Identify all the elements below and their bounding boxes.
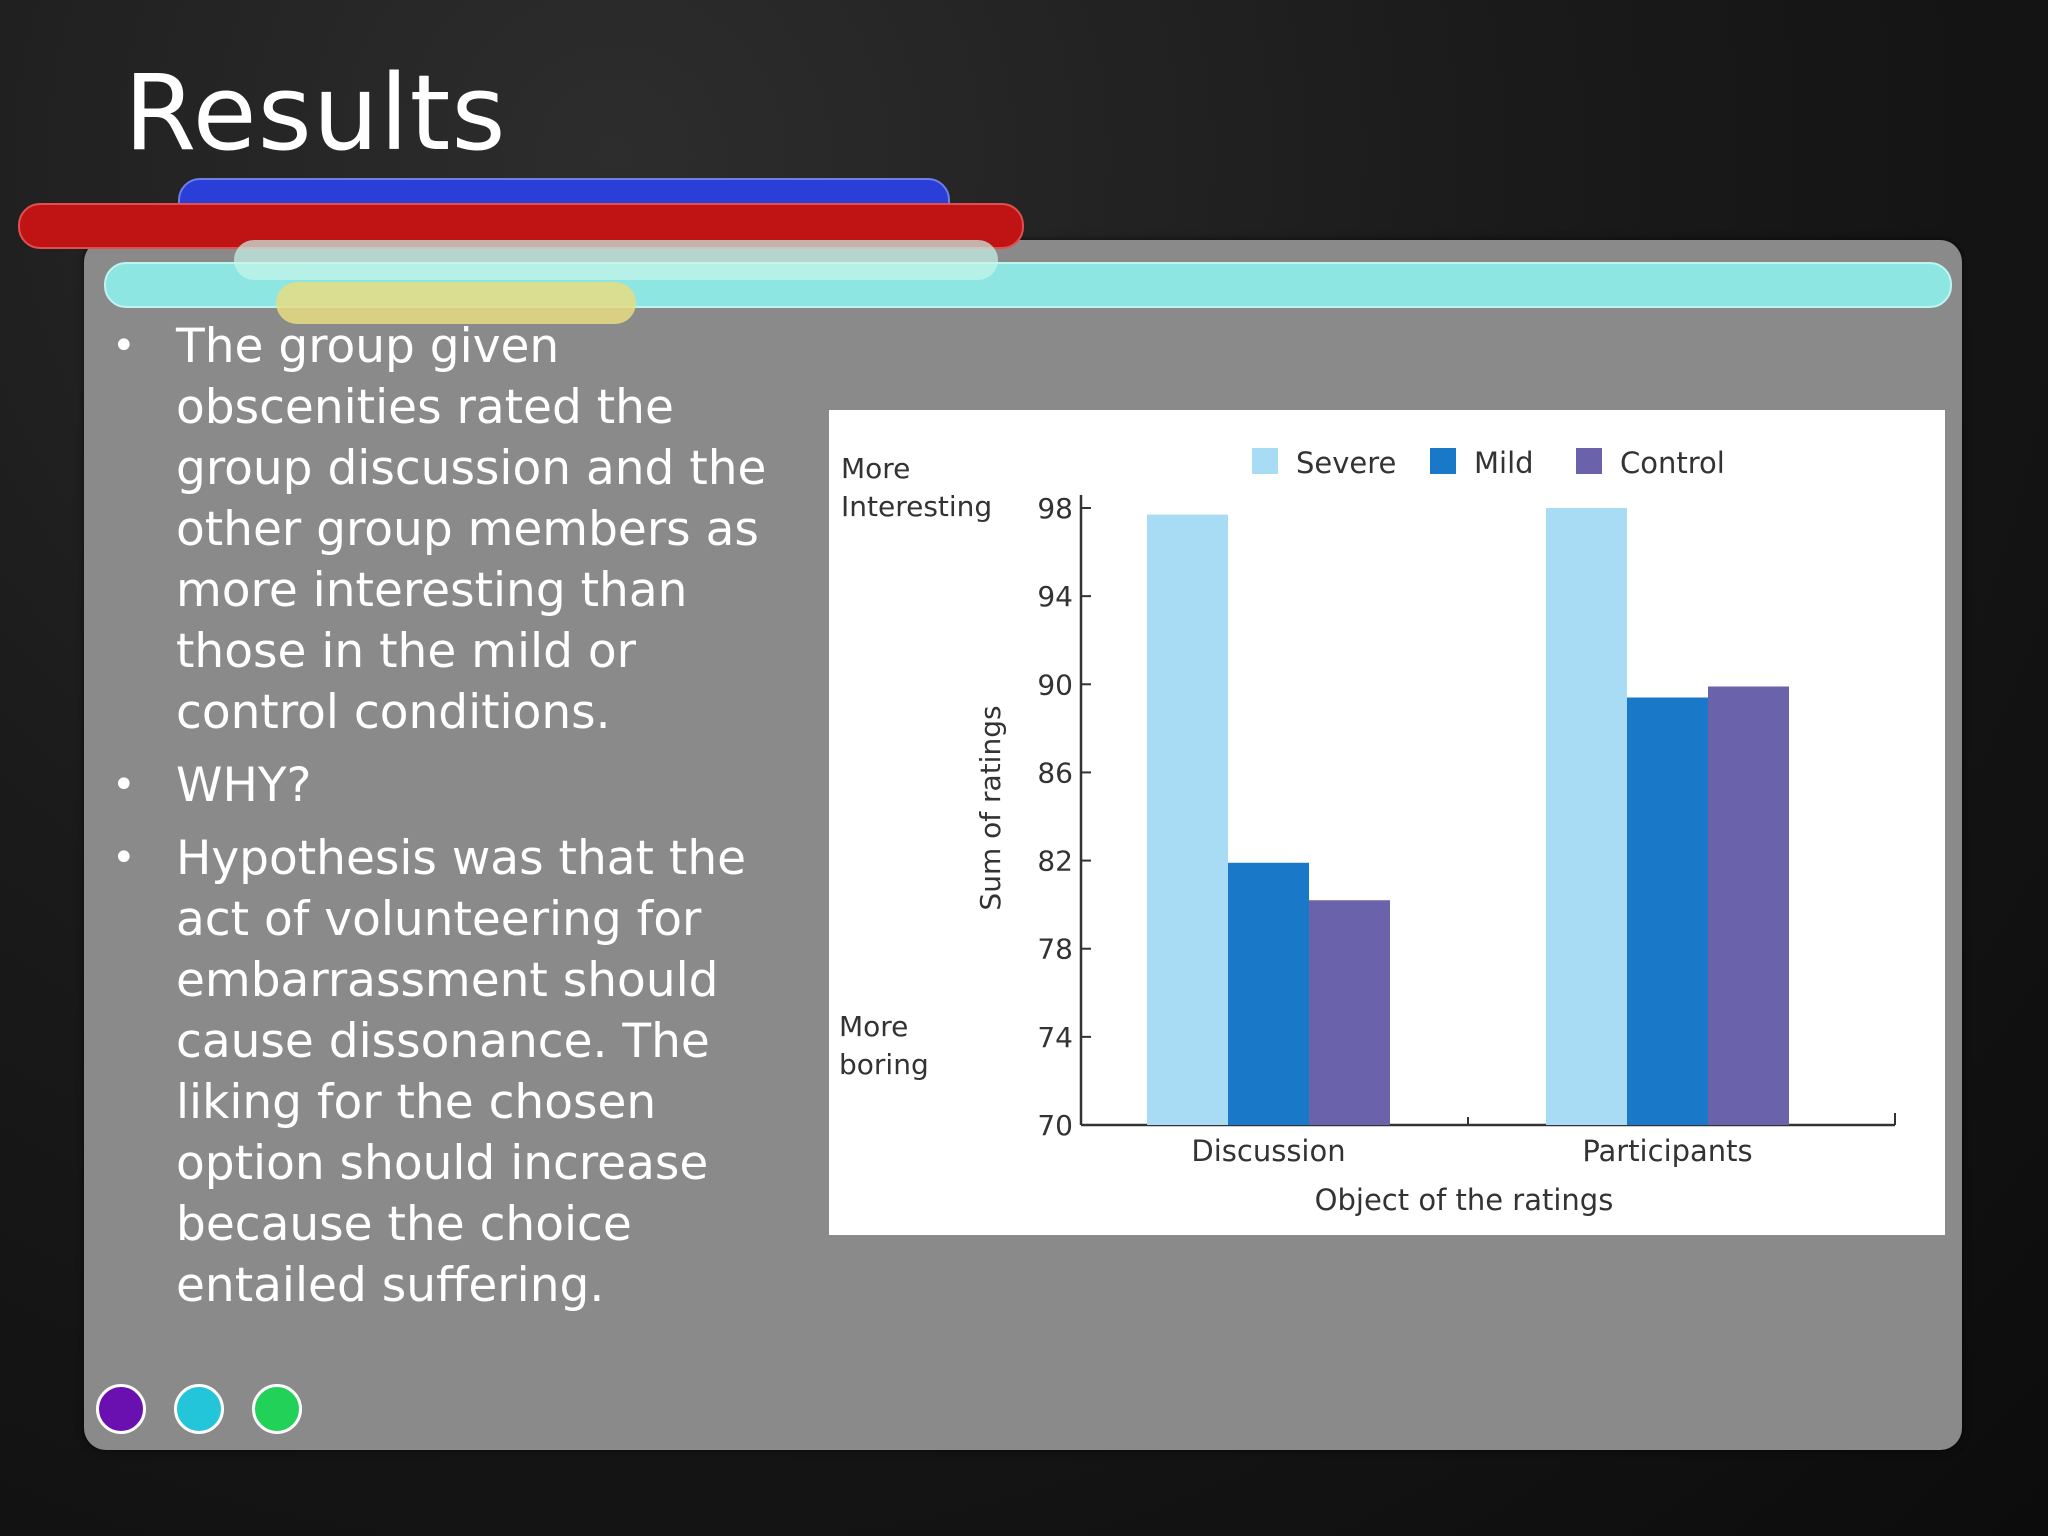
x-tick-label: Discussion <box>1191 1134 1345 1168</box>
bullet-icon: • <box>112 323 136 369</box>
purple-dot-icon <box>96 1384 146 1434</box>
y-tick-label: 94 <box>1037 580 1073 613</box>
y-tick-label: 78 <box>1037 933 1073 966</box>
bullet-item: • The group given obscenities rated the … <box>100 316 800 743</box>
legend-swatch-control <box>1576 448 1602 474</box>
bar-mild-discussion <box>1228 862 1309 1125</box>
bullet-text: WHY? <box>176 758 312 813</box>
bullet-icon: • <box>112 835 136 881</box>
y-tick-label: 98 <box>1037 492 1073 525</box>
slide-title: Results <box>124 52 507 174</box>
legend-swatch-severe <box>1252 448 1278 474</box>
cyan-dot-icon <box>174 1384 224 1434</box>
legend-label: Mild <box>1474 446 1534 480</box>
y-tick-label: 82 <box>1037 845 1073 878</box>
y-tick-label: 90 <box>1037 668 1073 701</box>
chart-container: 70 74 78 82 86 90 94 98 Sum of ratings More Intere… <box>829 410 1945 1235</box>
bar-chart: 70 74 78 82 86 90 94 98 Sum of ratings More Intere… <box>839 446 1896 1217</box>
bar-control-participants <box>1708 686 1789 1125</box>
accent-bar-light <box>234 240 998 280</box>
bar-severe-participants <box>1546 508 1627 1125</box>
annotation-more-interesting: Interesting <box>841 490 992 523</box>
bar-mild-participants <box>1627 697 1708 1125</box>
annotation-more-boring: More <box>839 1010 908 1043</box>
bullet-text: Hypothesis was that the act of volunteer… <box>176 831 747 1313</box>
bar-severe-discussion <box>1147 514 1228 1125</box>
annotation-more-boring: boring <box>839 1048 929 1081</box>
bullet-list: • The group given obscenities rated the … <box>100 316 800 1328</box>
bullet-text: The group given obscenities rated the gr… <box>176 319 767 740</box>
accent-bar-yellow <box>276 282 636 324</box>
y-tick-label: 86 <box>1037 756 1073 789</box>
y-axis-label: Sum of ratings <box>974 705 1007 910</box>
green-dot-icon <box>252 1384 302 1434</box>
annotation-more-interesting: More <box>841 452 910 485</box>
y-tick-label: 70 <box>1037 1109 1073 1142</box>
y-tick-label: 74 <box>1037 1021 1073 1054</box>
x-tick-label: Participants <box>1582 1134 1752 1168</box>
legend-swatch-mild <box>1430 448 1456 474</box>
legend-label: Severe <box>1296 446 1396 480</box>
bullet-item: • Hypothesis was that the act of volunte… <box>100 828 800 1316</box>
bullet-item: • WHY? <box>100 755 800 816</box>
legend-label: Control <box>1620 446 1725 480</box>
x-axis-label: Object of the ratings <box>1315 1183 1614 1217</box>
bar-control-discussion <box>1309 900 1390 1125</box>
bullet-icon: • <box>112 762 136 808</box>
